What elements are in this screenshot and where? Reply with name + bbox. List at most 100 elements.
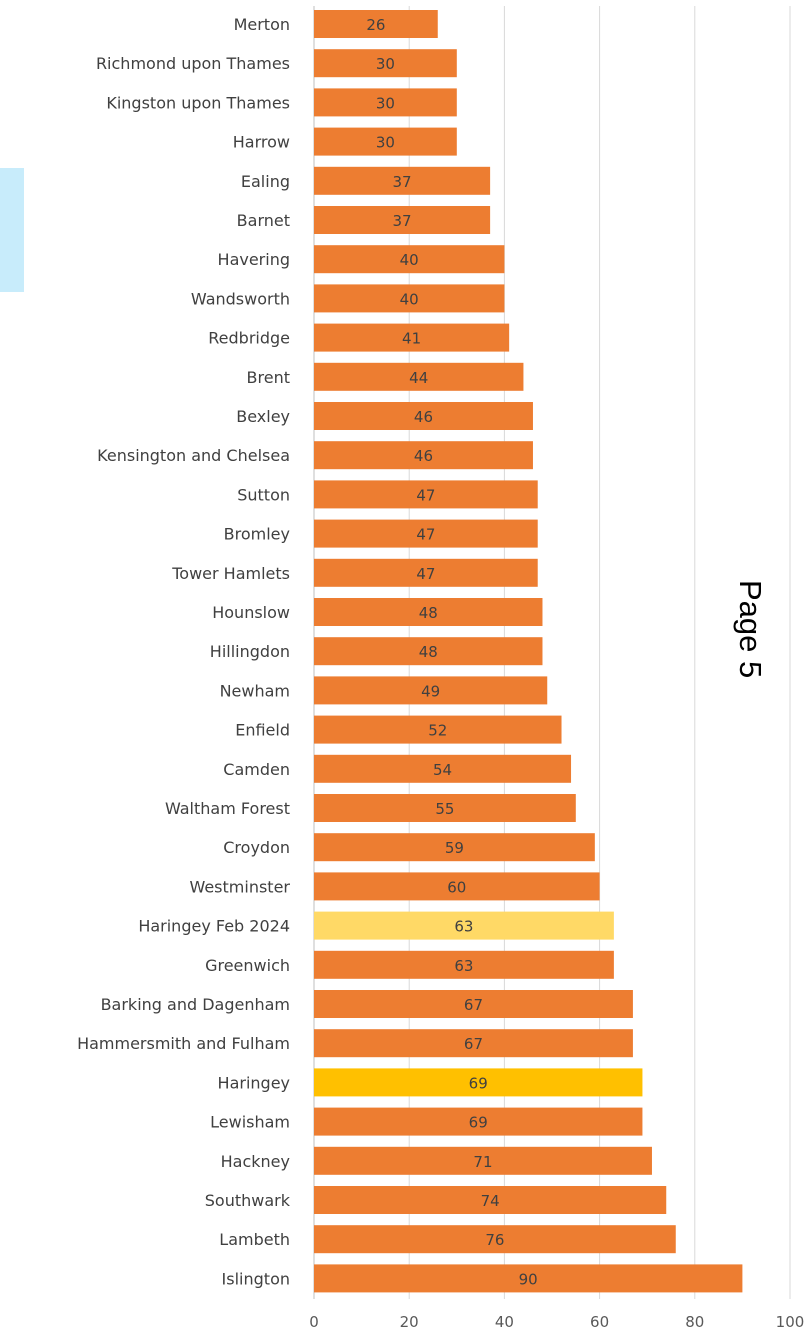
data-label: 49 [421,682,440,700]
category-label: Richmond upon Thames [96,54,290,73]
category-label: Islington [222,1269,290,1288]
data-label: 48 [419,643,438,661]
x-tick-labels: 0 20 40 60 80 100 [309,1313,804,1331]
bar [314,362,524,391]
category-label: Newham [220,681,290,700]
category-label: Enfield [235,721,290,740]
category-label: Tower Hamlets [171,564,290,583]
category-label: Bromley [224,525,290,544]
bar [314,323,510,352]
bar [314,88,457,117]
bar [314,598,543,626]
data-label: 67 [464,996,483,1014]
data-label: 48 [419,604,438,622]
data-label: 37 [393,173,412,191]
bar [314,676,548,705]
data-label: 63 [454,918,473,936]
bar [314,1068,643,1097]
category-label: Hackney [221,1152,290,1171]
x-tick-label: 100 [776,1313,805,1331]
data-label: 55 [435,800,454,818]
bar [314,1225,676,1254]
category-label: Kensington and Chelsea [97,446,290,465]
category-label: Harrow [233,133,290,152]
x-tick-label: 20 [400,1313,419,1331]
bar [314,10,438,38]
bar [314,911,614,940]
data-label: 40 [400,251,419,269]
bar [314,990,633,1018]
category-labels: Merton Richmond upon Thames Kingston upon … [77,15,291,1288]
data-label: 30 [376,55,395,73]
bar [314,284,505,313]
category-label: Greenwich [205,956,290,975]
data-label: 47 [416,526,435,544]
bar [314,402,533,430]
category-label: Lambeth [219,1230,290,1249]
data-label: 69 [469,1114,488,1132]
category-label: Barking and Dagenham [101,995,290,1014]
x-tick-label: 0 [309,1313,319,1331]
data-label: 74 [481,1192,500,1210]
category-label: Barnet [237,211,290,230]
category-label: Haringey [218,1073,290,1092]
category-label: Hounslow [212,603,290,622]
bar [314,1264,743,1293]
bars [314,10,743,1293]
bar [314,519,538,548]
bar [314,950,614,979]
bar [314,1029,633,1058]
data-label: 69 [469,1074,488,1092]
bar [314,127,457,156]
data-label: 26 [366,16,385,34]
bar [314,794,576,822]
category-label: Ealing [241,172,290,191]
bar [314,558,538,587]
bar [314,1186,667,1214]
category-label: Haringey Feb 2024 [138,917,290,936]
data-label: 44 [409,369,428,387]
x-tick-label: 40 [495,1313,514,1331]
bar [314,206,491,234]
bar [314,480,538,509]
bar [314,715,562,744]
category-label: Merton [234,15,290,34]
data-label: 47 [416,486,435,504]
category-label: Redbridge [208,329,290,348]
category-label: Southwark [205,1191,291,1210]
data-label: 54 [433,761,452,779]
data-label: 47 [416,565,435,583]
category-label: Westminster [189,877,290,896]
bar [314,245,505,274]
bar [314,1146,652,1175]
data-label: 71 [473,1153,492,1171]
category-label: Sutton [237,485,290,504]
data-label: 41 [402,330,421,348]
data-label: 46 [414,447,433,465]
category-label: Croydon [223,838,290,857]
x-tick-label: 60 [590,1313,609,1331]
category-label: Kingston upon Thames [106,93,290,112]
data-label: 67 [464,1035,483,1053]
category-label: Waltham Forest [165,799,290,818]
bar [314,1107,643,1136]
bar [314,872,600,901]
category-label: Brent [247,368,290,387]
data-label: 59 [445,839,464,857]
category-label: Lewisham [210,1113,290,1132]
category-label: Wandsworth [191,289,290,308]
data-label: 76 [485,1231,504,1249]
data-label: 52 [428,722,447,740]
page-number: Page 5 [733,580,768,679]
category-label: Hillingdon [210,642,290,661]
bar [314,754,572,783]
category-label: Camden [223,760,290,779]
category-label: Havering [218,250,290,269]
data-label: 60 [447,878,466,896]
bar [314,441,533,470]
category-label: Hammersmith and Fulham [77,1034,290,1053]
data-label: 63 [454,957,473,975]
x-tick-label: 80 [685,1313,704,1331]
data-label: 30 [376,134,395,152]
